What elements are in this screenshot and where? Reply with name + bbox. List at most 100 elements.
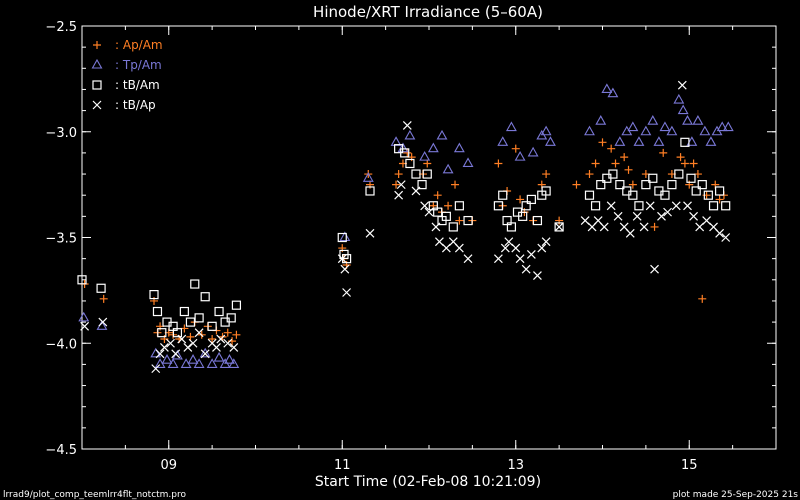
data-point: [653, 136, 665, 146]
data-point: [463, 215, 473, 226]
y-tick-label: −4.0: [45, 337, 77, 352]
data-point: [207, 321, 217, 331]
data-point: [216, 334, 226, 344]
data-point: [96, 283, 106, 293]
data-point: [403, 148, 412, 157]
data-point: [340, 264, 350, 274]
data-point: [394, 170, 403, 179]
data-point: [545, 136, 556, 146]
data-point: [223, 338, 233, 348]
data-point: [436, 129, 448, 140]
data-point: [419, 151, 431, 161]
data-point: [611, 159, 620, 168]
data-point: [420, 201, 430, 211]
data-point: [639, 222, 649, 232]
data-point: [645, 201, 655, 211]
data-point: [171, 349, 181, 359]
data-point: [511, 144, 520, 153]
data-point: [627, 121, 639, 132]
data-point: [584, 125, 595, 136]
data-point: [659, 148, 668, 157]
data-point: [337, 232, 347, 243]
y-tick-label: −3.0: [45, 126, 77, 141]
data-point: [667, 180, 677, 190]
data-point: [228, 358, 240, 368]
y-tick-label: −3.5: [45, 232, 77, 247]
data-point: [722, 121, 734, 132]
data-point: [596, 180, 606, 190]
x-tick-label: 15: [681, 458, 698, 473]
data-point: [194, 328, 204, 338]
legend-label: : tB/Am: [115, 78, 160, 92]
x-tick-label: 09: [160, 458, 177, 473]
data-point: [599, 222, 609, 232]
data-point: [161, 354, 173, 364]
data-point: [606, 201, 616, 211]
data-point: [200, 292, 210, 302]
data-point: [601, 83, 613, 93]
footer-program-name: lrrad9/plot_comp_teemlrr4flt_notctm.pro: [3, 490, 187, 500]
data-point: [648, 173, 658, 183]
data-point: [431, 222, 441, 232]
data-point: [500, 243, 510, 253]
data-point: [183, 343, 193, 352]
data-point: [411, 169, 421, 179]
data-point: [506, 222, 517, 232]
data-point: [424, 207, 434, 217]
data-point: [212, 343, 221, 352]
data-point: [615, 180, 625, 190]
data-point: [673, 93, 685, 104]
data-point: [151, 364, 161, 374]
data-point: [540, 125, 552, 136]
data-point: [584, 190, 595, 200]
data-point: [708, 201, 719, 211]
data-point: [200, 349, 210, 359]
data-point: [392, 180, 401, 189]
data-point: [527, 146, 539, 157]
data-point: [691, 186, 701, 196]
data-point: [149, 290, 159, 300]
data-point: [666, 125, 678, 136]
data-point: [697, 180, 707, 190]
data-point: [362, 172, 374, 182]
data-point: [493, 201, 503, 211]
data-point: [226, 313, 236, 323]
x-tick-label: 13: [507, 458, 524, 473]
data-point: [572, 180, 581, 189]
series-tb-ap: [80, 80, 731, 374]
data-point: [208, 335, 217, 344]
data-point: [405, 158, 415, 169]
data-point: [394, 190, 404, 200]
data-point: [214, 306, 224, 317]
data-point: [433, 191, 442, 200]
data-point: [647, 115, 659, 125]
data-point: [514, 151, 526, 161]
data-point: [515, 254, 525, 264]
data-point: [497, 136, 509, 146]
data-point: [505, 121, 517, 132]
data-point: [598, 138, 607, 147]
data-point: [455, 216, 464, 225]
data-point: [451, 180, 460, 189]
data-point: [172, 328, 183, 338]
data-point: [676, 153, 685, 162]
data-point: [442, 163, 454, 174]
data-point: [698, 294, 707, 303]
data-point: [554, 222, 564, 232]
data-point: [166, 338, 175, 348]
chart-title: Hinode/XRT Irradiance (5–60A): [313, 3, 543, 21]
data-point: [411, 186, 421, 196]
data-point: [454, 201, 464, 211]
data-point: [715, 228, 725, 238]
data-point: [462, 157, 474, 168]
data-point: [607, 87, 619, 98]
y-axis: −4.5 −4.0 −3.5 −3.0 −2.5: [45, 20, 776, 458]
data-point: [77, 275, 87, 285]
data-point: [521, 201, 531, 211]
data-point: [448, 222, 458, 232]
data-point: [671, 201, 681, 211]
series-tb-am: [77, 137, 731, 338]
data-point: [511, 243, 521, 253]
data-point: [518, 211, 528, 221]
